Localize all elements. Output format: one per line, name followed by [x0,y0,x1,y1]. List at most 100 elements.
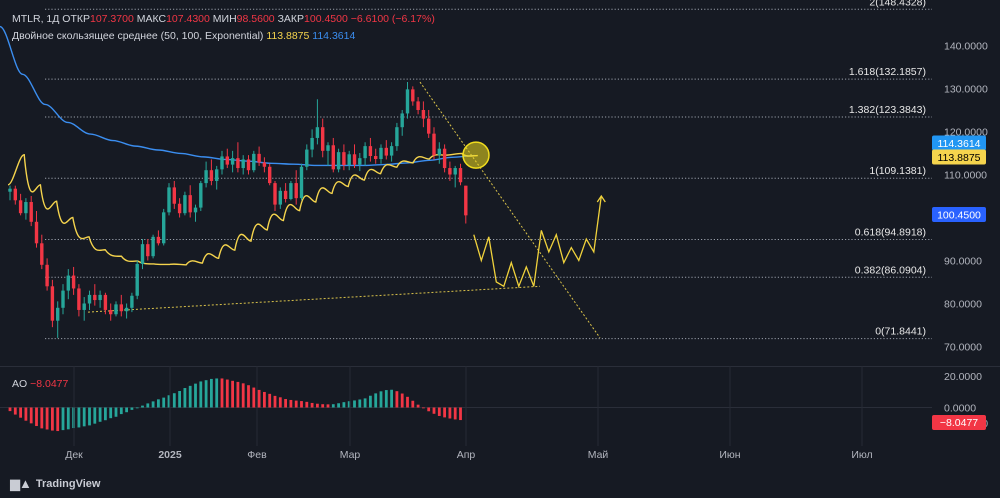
time-tick-4: Апр [457,449,476,461]
candle-body-57 [310,137,314,150]
candle-body-86 [464,185,468,216]
candle-53 [289,180,293,201]
candle-56 [305,144,309,171]
candle-52 [283,183,288,203]
candle-body-3 [24,202,28,214]
candle-26 [146,239,150,261]
ao-bar-82 [443,407,446,418]
candle-body-22 [124,307,129,312]
candle-11 [66,269,70,300]
candle-46 [252,150,256,173]
price-tick-4: 90.0000 [944,256,982,268]
candle-body-33 [183,195,187,214]
price-tick-1: 130.0000 [944,84,988,96]
candle-57 [310,129,314,158]
candle-body-23 [130,295,134,308]
candle-81 [437,142,441,164]
candle-body-20 [114,304,118,315]
price-tick-6: 70.0000 [944,342,982,354]
candle-body-41 [225,156,229,165]
candle-body-36 [199,183,203,208]
time-tick-1: 2025 [158,449,182,461]
time-tick-2: Фев [247,449,267,461]
ao-bar-17 [98,407,102,422]
symbol-label[interactable]: MTLR, 1Д [12,13,60,25]
ao-bar-1 [13,407,17,415]
candle-body-5 [34,221,39,244]
ohlc-legend: MTLR, 1Д ОТКР107.3700 МАКС107.4300 МИН98… [12,13,435,25]
candle-54 [294,170,298,205]
candle-body-6 [40,243,44,265]
candle-body-32 [177,203,182,214]
trendline-high [419,81,601,339]
ao-tick-0: 20.0000 [944,371,982,383]
candle-68 [368,137,373,162]
candle-body-72 [389,146,394,156]
candles[interactable] [8,82,468,338]
candle-74 [400,110,404,136]
fib-label-6: 0(71.8441) [875,326,926,338]
candle-35 [193,204,198,222]
ao-bar-66 [358,399,362,408]
ao-bar-3 [24,407,28,421]
candle-6 [40,234,44,270]
candle-body-52 [283,190,288,200]
ema50-line [7,152,478,266]
candle-69 [374,148,378,164]
fib-label-1: 1.618(132.1857) [849,66,926,78]
candle-body-69 [374,156,378,160]
candle-1 [13,185,17,205]
ao-bar-14 [82,407,86,427]
candle-body-82 [442,148,447,169]
candle-body-70 [379,147,383,160]
ao-bar-15 [88,407,91,426]
ao-bar-67 [363,398,367,408]
ao-bar-23 [130,407,134,410]
candle-body-37 [204,170,208,184]
candle-body-51 [278,190,282,205]
candle-2 [18,193,23,216]
candle-body-9 [56,307,60,321]
ao-bar-36 [199,381,203,408]
trendlines [87,81,601,339]
candle-body-79 [427,118,431,134]
ao-bar-28 [157,399,160,408]
ao-bar-42 [231,380,234,408]
ma-legend[interactable]: Двойное скользящее среднее (50, 100, Exp… [12,30,355,42]
candle-51 [278,187,282,209]
candle-body-62 [336,152,341,170]
candle-body-34 [188,195,192,213]
candle-body-35 [193,207,198,213]
price-tick-0: 140.0000 [944,41,988,53]
candle-body-56 [305,149,309,167]
candle-body-50 [273,183,277,205]
candle-49 [268,163,272,186]
badge-bg-last [932,207,986,222]
low-value: 98.5600 [236,13,275,25]
candle-25 [140,239,145,270]
fib-label-2: 1.382(123.3843) [849,104,926,116]
ao-bar-85 [459,407,462,421]
candle-body-58 [315,127,320,138]
ma-legend-label: Двойное скользящее среднее (50, 100, Exp… [12,30,264,42]
candle-body-2 [18,200,23,214]
candle-body-28 [156,236,161,244]
candle-28 [156,230,161,246]
ao-bar-68 [369,395,372,408]
ao-bar-75 [406,396,409,408]
candle-body-8 [50,286,55,321]
tradingview-logo[interactable]: ▆▲ TradingView [10,476,100,492]
candle-body-83 [448,168,452,175]
candle-body-38 [209,170,214,181]
candle-body-21 [119,304,123,312]
ao-bar-55 [300,401,303,408]
ao-bar-29 [162,397,166,408]
ao-bar-62 [337,403,340,408]
candle-0 [8,185,12,201]
time-tick-5: Май [588,449,609,461]
candle-body-42 [230,158,235,165]
ao-legend[interactable]: AO −8.0477 [12,378,68,390]
